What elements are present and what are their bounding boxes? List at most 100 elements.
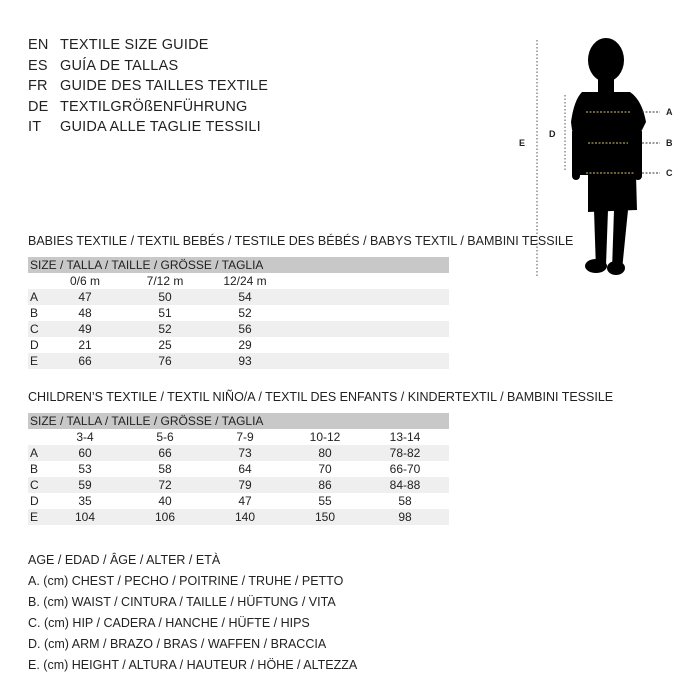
child-silhouette-figure: [536, 38, 660, 276]
column-header: 5-6: [156, 430, 174, 444]
table-cell: 98: [398, 510, 412, 524]
legend-line: E. (cm) HEIGHT / ALTURA / HAUTEUR / HÖHE…: [28, 658, 358, 672]
legend-line: B. (cm) WAIST / CINTURA / TAILLE / HÜFTU…: [28, 595, 336, 609]
row-label: D: [30, 494, 39, 508]
label-e: E: [519, 138, 526, 148]
table-cell: 70: [318, 462, 332, 476]
language-line: ES GUÍA DE TALLAS: [28, 58, 178, 74]
row-label: B: [30, 462, 39, 476]
column-header: 0/6 m: [69, 274, 101, 288]
children-title: CHILDREN’S TEXTILE / TEXTIL NIÑO/A / TEX…: [28, 390, 614, 404]
table-row: D 35 40 47 55 58: [28, 493, 449, 509]
table-cell: 29: [238, 338, 252, 352]
legend-line: A. (cm) CHEST / PECHO / POITRINE / TRUHE…: [28, 574, 344, 588]
legend-line: AGE / EDAD / ÂGE / ALTER / ETÀ: [28, 553, 221, 567]
table-row: E 104 106 140 150 98: [28, 509, 449, 525]
column-header-row: 3-4 5-6 7-9 10-12 13-14: [28, 429, 449, 445]
table-cell: 47: [78, 290, 92, 304]
table-cell: 21: [78, 338, 92, 352]
table-cell: 66: [158, 446, 172, 460]
language-title: GUIDE DES TAILLES TEXTILE: [60, 78, 269, 94]
row-label: E: [30, 354, 39, 368]
table-row: A 60 66 73 80 78-82: [28, 445, 449, 461]
table-cell: 66: [78, 354, 92, 368]
table-cell: 140: [234, 510, 256, 524]
table-cell: 54: [238, 290, 252, 304]
table-row: E 66 76 93: [28, 353, 449, 369]
table-cell: 104: [74, 510, 96, 524]
table-row: B 53 58 64 70 66-70: [28, 461, 449, 477]
table-cell: 58: [158, 462, 172, 476]
child-silhouette: [571, 38, 646, 275]
language-line: FR GUIDE DES TAILLES TEXTILE: [28, 78, 268, 94]
table-row: C 59 72 79 86 84-88: [28, 477, 449, 493]
row-label: C: [30, 322, 39, 336]
table-header: SIZE / TALLA / TAILLE / GRÖSSE / TAGLIA: [28, 257, 449, 273]
language-code: ES: [28, 57, 48, 74]
column-header: 10-12: [309, 430, 341, 444]
label-a: A: [666, 107, 673, 117]
table-row: C 49 52 56: [28, 321, 449, 337]
row-label: A: [30, 290, 39, 304]
table-cell: 52: [238, 306, 252, 320]
table-cell: 84-88: [389, 478, 421, 492]
language-code: IT: [28, 119, 42, 135]
table-cell: 66-70: [389, 462, 421, 476]
table-cell: 106: [154, 510, 176, 524]
table-cell: 51: [158, 306, 172, 320]
table-cell: 49: [78, 322, 92, 336]
label-d: D: [549, 129, 556, 139]
table-cell: 52: [158, 322, 172, 336]
label-b: B: [666, 138, 673, 148]
babies-size-table: SIZE / TALLA / TAILLE / GRÖSSE / TAGLIA 0…: [28, 257, 449, 369]
table-cell: 50: [158, 290, 172, 304]
table-cell: 35: [78, 494, 92, 508]
children-size-table: SIZE / TALLA / TAILLE / GRÖSSE / TAGLIA 3…: [28, 413, 449, 525]
table-header: SIZE / TALLA / TAILLE / GRÖSSE / TAGLIA: [28, 413, 449, 429]
table-cell: 72: [158, 478, 172, 492]
column-header: 3-4: [76, 430, 94, 444]
row-label: B: [30, 306, 39, 320]
row-label: E: [30, 510, 39, 524]
language-line: EN TEXTILE SIZE GUIDE: [28, 37, 209, 53]
language-line: IT GUIDA ALLE TAGLIE TESSILI: [28, 119, 261, 135]
table-cell: 80: [318, 446, 332, 460]
table-cell: 79: [238, 478, 252, 492]
table-cell: 86: [318, 478, 332, 492]
table-row: A 47 50 54: [28, 289, 449, 305]
legend-line: C. (cm) HIP / CADERA / HANCHE / HÜFTE / …: [28, 616, 310, 630]
language-code: EN: [28, 37, 49, 53]
row-label: D: [30, 338, 39, 352]
table-row: D 21 25 29: [28, 337, 449, 353]
column-header-row: 0/6 m 7/12 m 12/24 m: [28, 273, 449, 289]
table-cell: 64: [238, 462, 252, 476]
language-code: DE: [28, 98, 49, 115]
table-cell: 73: [238, 446, 252, 460]
language-title: TEXTILGRÖßENFÜHRUNG: [60, 98, 248, 115]
table-cell: 56: [238, 322, 252, 336]
table-cell: 76: [158, 354, 172, 368]
legend-line: D. (cm) ARM / BRAZO / BRAS / WAFFEN / BR…: [28, 637, 327, 651]
row-label: A: [30, 446, 39, 460]
language-code: FR: [28, 78, 48, 94]
table-row: B 48 51 52: [28, 305, 449, 321]
label-c: C: [666, 168, 673, 178]
language-title: GUÍA DE TALLAS: [60, 57, 179, 74]
table-cell: 93: [238, 354, 252, 368]
column-header: 7-9: [236, 430, 254, 444]
table-cell: 40: [158, 494, 172, 508]
table-cell: 47: [238, 494, 252, 508]
column-header: 13-14: [389, 430, 421, 444]
table-cell: 150: [314, 510, 336, 524]
table-cell: 60: [78, 446, 92, 460]
table-cell: 53: [78, 462, 92, 476]
language-title: TEXTILE SIZE GUIDE: [60, 37, 209, 53]
babies-title: BABIES TEXTILE / TEXTIL BEBÉS / TESTILE …: [28, 234, 574, 248]
column-header: 12/24 m: [223, 274, 267, 288]
table-cell: 78-82: [389, 446, 421, 460]
row-label: C: [30, 478, 39, 492]
table-cell: 48: [78, 306, 92, 320]
table-cell: 55: [318, 494, 332, 508]
language-title: GUIDA ALLE TAGLIE TESSILI: [60, 119, 261, 135]
table-cell: 58: [398, 494, 412, 508]
